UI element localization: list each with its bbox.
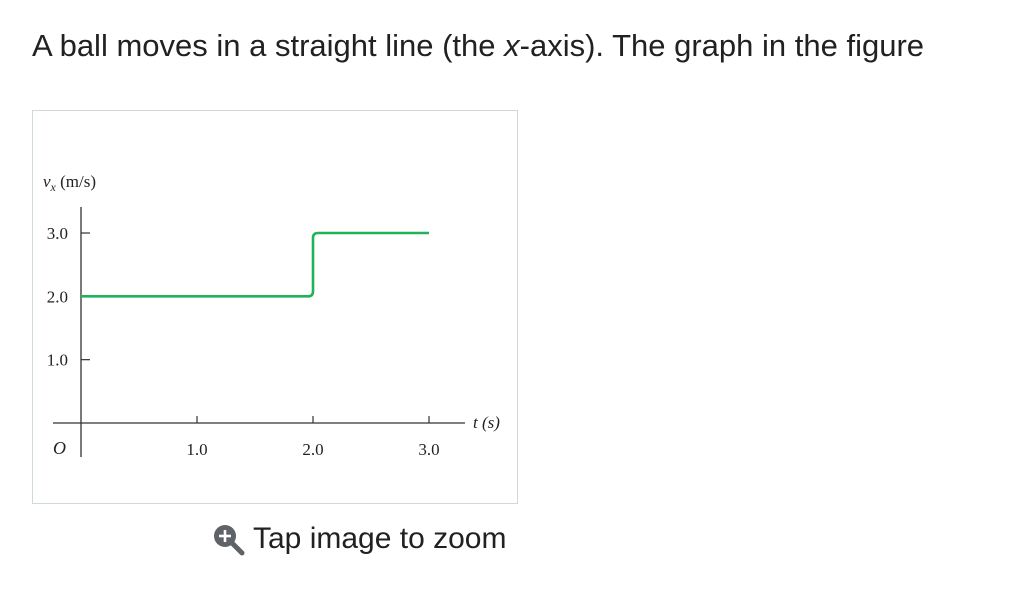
velocity-time-graph[interactable]: vx (m/s) t (s) O 1.0 2.0 3.0 1.0 2.0 3.0 xyxy=(32,110,518,504)
y-axis-label: vx (m/s) xyxy=(43,172,96,194)
y-tick-label: 3.0 xyxy=(47,224,68,243)
y-tick-label: 2.0 xyxy=(47,287,68,306)
x-axis-label: t (s) xyxy=(473,413,500,432)
tap-to-zoom-label: Tap image to zoom xyxy=(253,522,507,555)
graph-svg: vx (m/s) t (s) O 1.0 2.0 3.0 1.0 2.0 3.0 xyxy=(43,172,500,459)
y-tick-label: 1.0 xyxy=(47,351,68,370)
series-line xyxy=(81,231,429,298)
zoom-in-icon xyxy=(214,525,245,556)
origin-label: O xyxy=(53,438,66,458)
x-tick-label: 3.0 xyxy=(418,440,439,459)
question-text-end: -axis). The graph in the figure xyxy=(519,28,925,63)
x-tick-label: 2.0 xyxy=(302,440,323,459)
question-variable: x xyxy=(504,28,520,63)
question-text: A ball moves in a straight line (the x-a… xyxy=(32,24,924,68)
x-tick-label: 1.0 xyxy=(186,440,207,459)
tap-to-zoom[interactable]: Tap image to zoom xyxy=(211,522,506,556)
question-text-start: A ball moves in a straight line (the xyxy=(32,28,505,63)
